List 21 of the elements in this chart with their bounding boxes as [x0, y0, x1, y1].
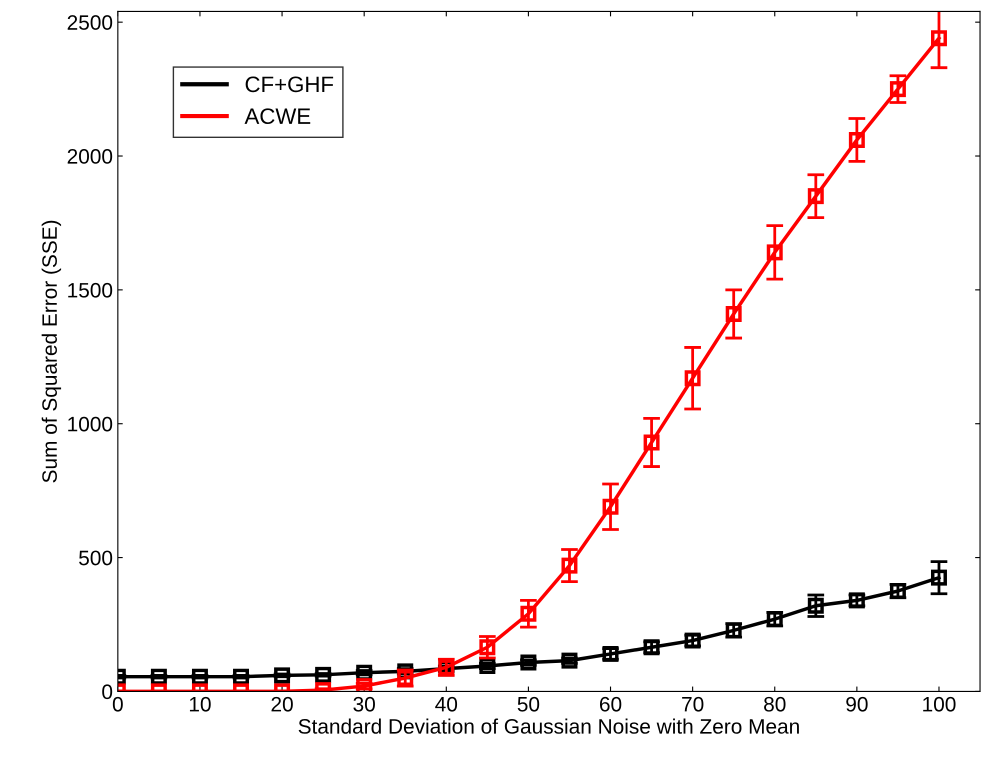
x-tick-label: 10 — [190, 696, 211, 712]
x-axis-title: Standard Deviation of Gaussian Noise with Zero Mean — [298, 718, 799, 734]
x-tick-label: 60 — [600, 696, 622, 712]
y-tick-label: 2500 — [68, 15, 112, 30]
y-tick-label: 2000 — [68, 149, 112, 164]
y-axis-title: Sum of Squared Error (SSE) — [42, 220, 62, 482]
y-tick-label: 1000 — [68, 416, 112, 432]
x-tick-label: 30 — [353, 696, 375, 712]
x-tick-label: 70 — [682, 696, 704, 712]
x-tick-label: 80 — [764, 696, 786, 712]
legend-label: ACWE — [244, 108, 310, 124]
y-tick-label: 0 — [102, 684, 112, 700]
y-tick-label: 500 — [79, 550, 112, 566]
x-tick-label: 20 — [272, 696, 293, 712]
x-tick-label: 0 — [112, 696, 123, 712]
x-tick-label: 40 — [435, 696, 458, 712]
x-tick-label: 90 — [846, 696, 868, 712]
legend-label: CF+GHF — [246, 76, 334, 92]
x-tick-label: 50 — [518, 696, 540, 712]
x-tick-label: 100 — [923, 696, 956, 712]
y-tick-label: 1500 — [68, 282, 112, 298]
